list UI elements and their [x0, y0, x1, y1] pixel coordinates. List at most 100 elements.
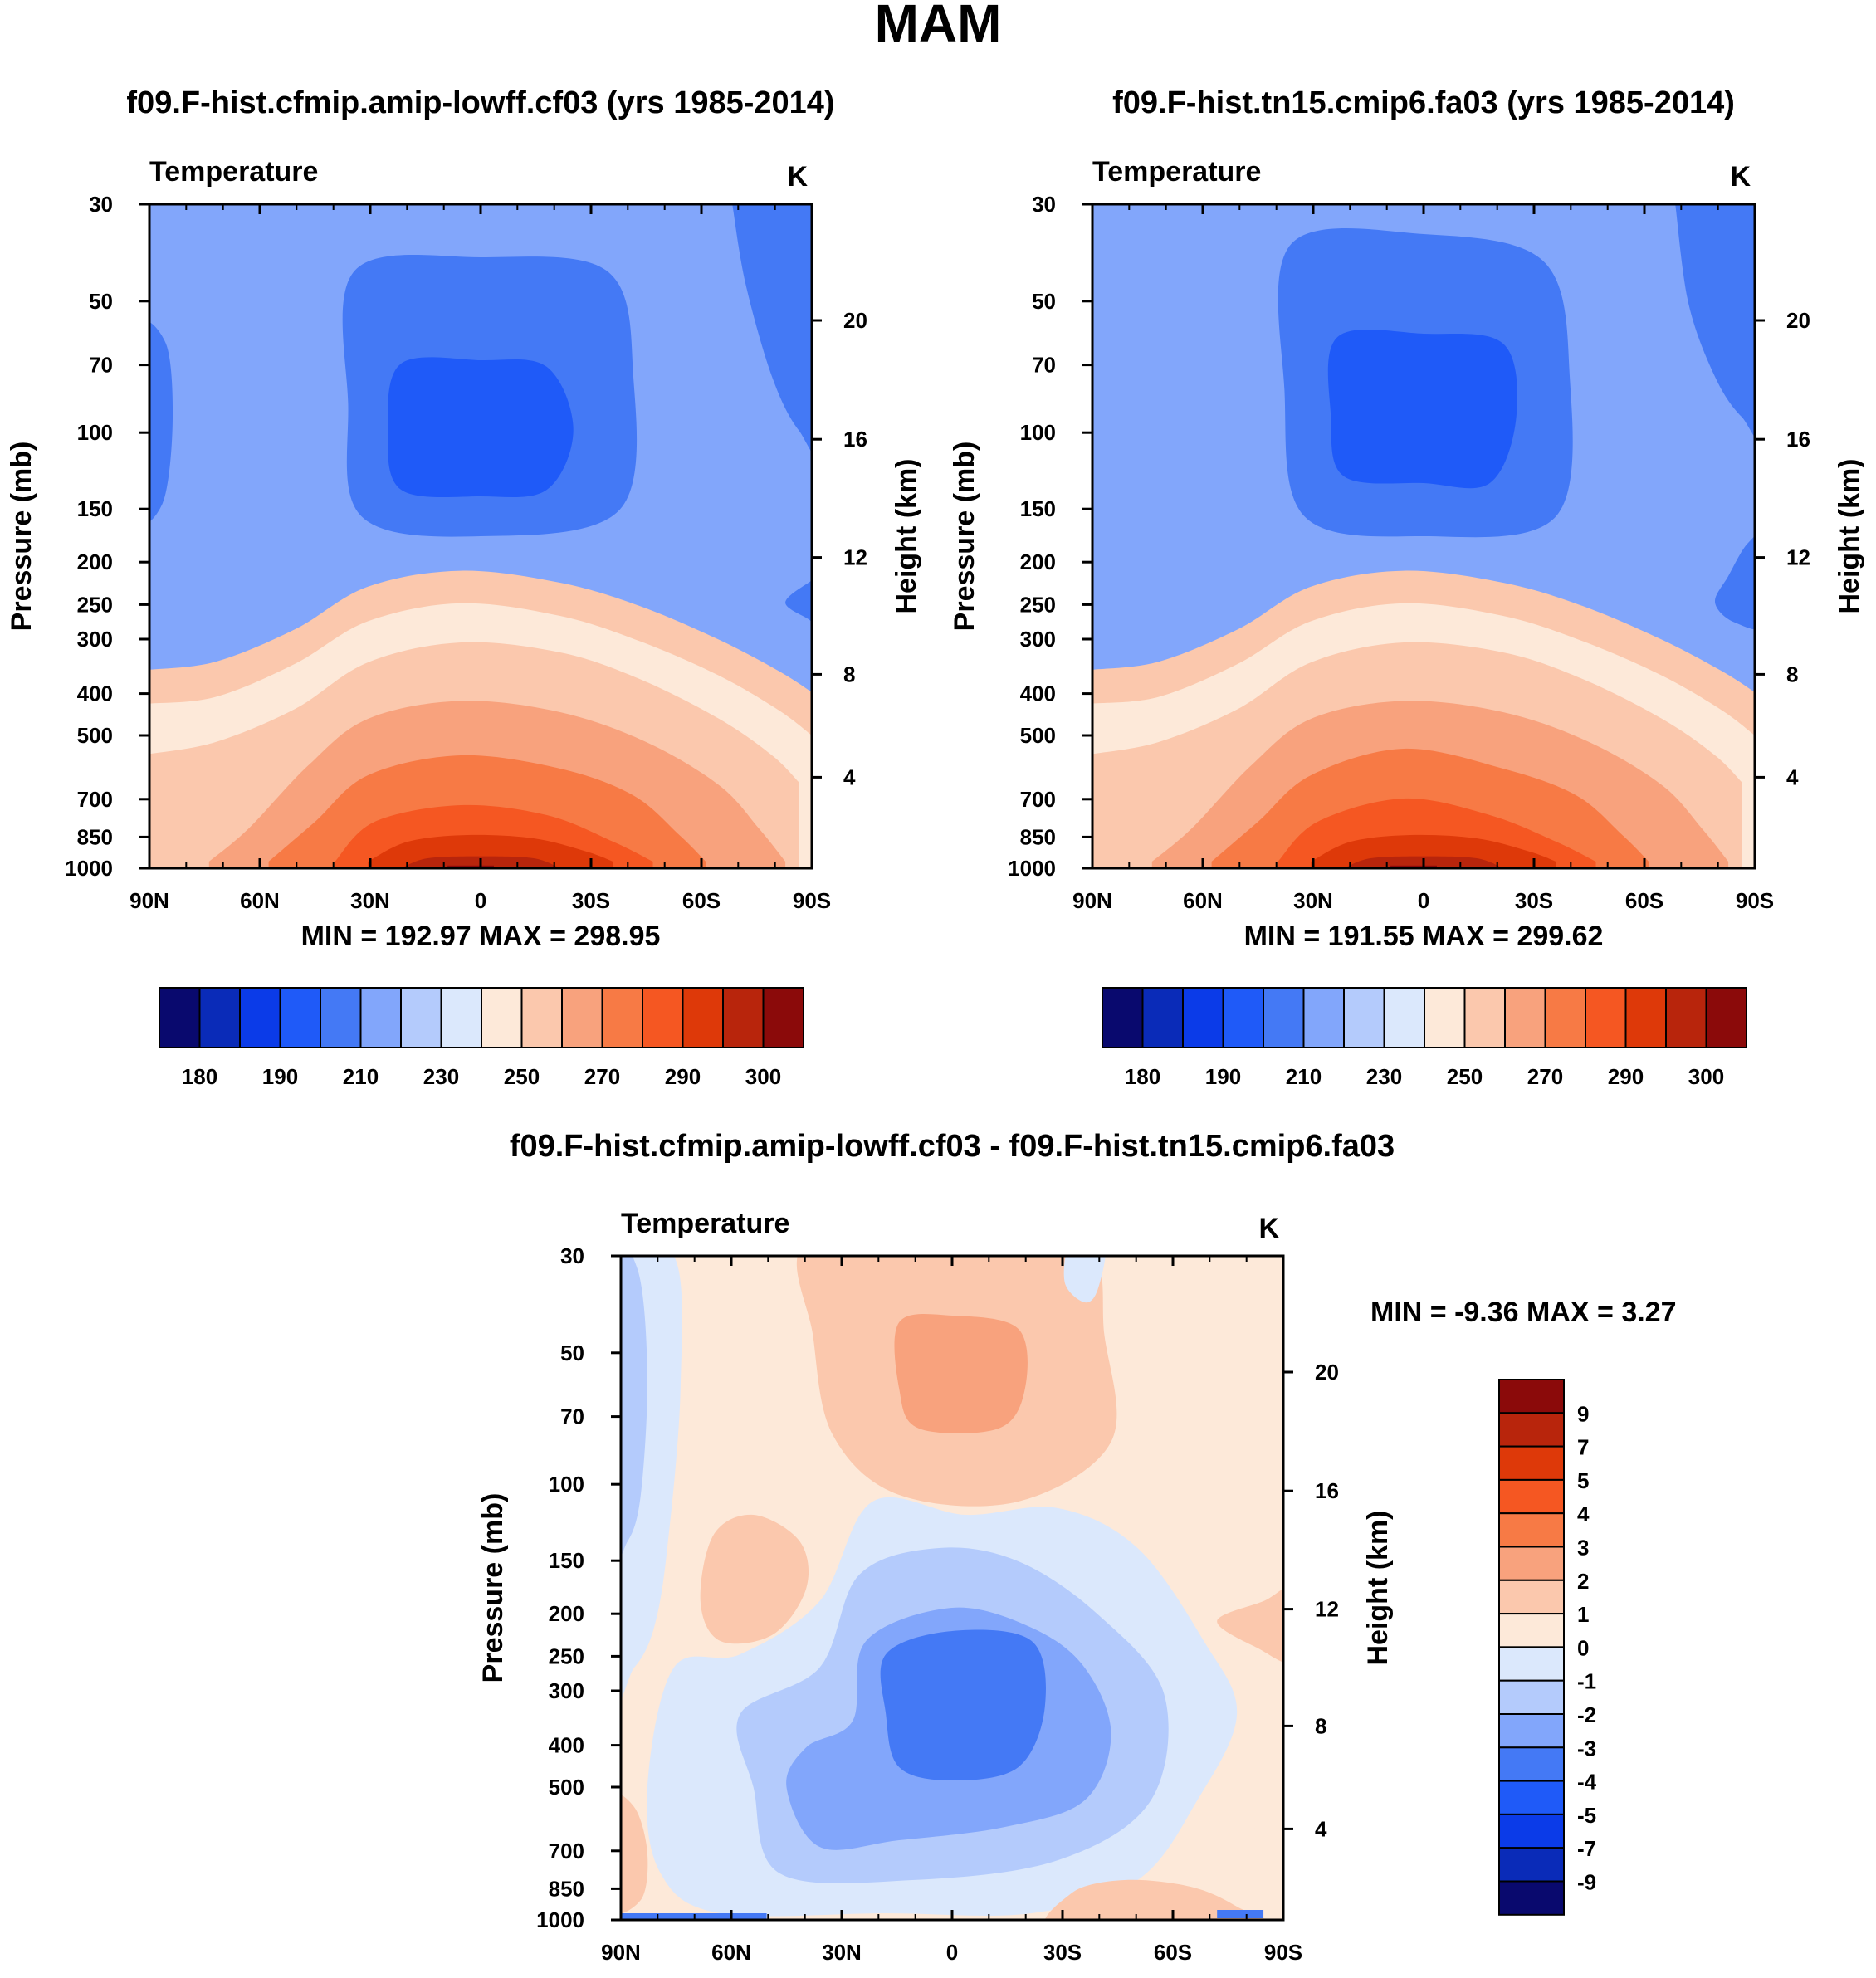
colorbar-box [1705, 987, 1747, 1048]
colorbar-box [1498, 1379, 1565, 1414]
y-tick-label: 50 [89, 289, 113, 314]
x-tick-label: 90N [1072, 888, 1112, 913]
y-tick-label: 850 [1020, 824, 1056, 849]
y-axis-label: Pressure (mb) [949, 442, 980, 632]
y-tick-label: 30 [89, 192, 113, 217]
variable-label: Temperature [1092, 156, 1261, 188]
contour-band [1390, 865, 1437, 868]
colorbar-label: 300 [745, 1064, 781, 1089]
contour-band [1107, 1819, 1283, 1920]
x-tick-label: 90N [601, 1940, 641, 1965]
x-tick-label: 0 [475, 888, 486, 913]
contour-band [447, 865, 494, 868]
y-right-tick-label: 16 [1315, 1478, 1339, 1503]
colorbar-box [1343, 987, 1385, 1048]
contour-band [700, 1514, 809, 1644]
min-max-label: MIN = 192.97 MAX = 298.95 [301, 921, 661, 952]
x-tick-label: 60S [1154, 1940, 1192, 1965]
colorbar-label: 300 [1688, 1064, 1724, 1089]
panel-title: f09.F-hist.tn15.cmip6.fa03 (yrs 1985-201… [1112, 85, 1735, 120]
colorbar-label: 250 [504, 1064, 540, 1089]
y-tick-label: 400 [1020, 681, 1056, 706]
colorbar-label: -3 [1577, 1736, 1596, 1761]
colorbar-box [520, 987, 563, 1048]
colorbar-box [198, 987, 241, 1048]
colorbar-box [279, 987, 321, 1048]
variable-label: Temperature [149, 156, 318, 188]
contour-band [1217, 1588, 1283, 1663]
y-tick-label: 1000 [65, 856, 113, 881]
colorbar-label: 270 [584, 1064, 620, 1089]
contour-band [1715, 535, 1755, 630]
x-tick-label: 90S [1264, 1940, 1302, 1965]
contour-field [621, 1256, 1283, 1920]
colorbar-box [1498, 1478, 1565, 1515]
colorbar-box [1544, 987, 1586, 1048]
colorbar-box [1498, 1713, 1565, 1749]
y-tick-label: 700 [77, 787, 113, 812]
colorbar-label: 290 [1608, 1064, 1644, 1089]
y-right-tick-label: 20 [843, 308, 867, 333]
x-tick-label: 60S [1625, 888, 1663, 913]
panel-title: f09.F-hist.cfmip.amip-lowff.cf03 (yrs 19… [126, 85, 834, 120]
colorbar-label: 3 [1577, 1536, 1589, 1560]
colorbar-label: 180 [182, 1064, 217, 1089]
y-right-tick-label: 8 [843, 662, 855, 686]
colorbar-box [1504, 987, 1546, 1048]
x-tick-label: 60N [1183, 888, 1223, 913]
contour-band [785, 579, 812, 623]
colorbar-label: 180 [1125, 1064, 1160, 1089]
y-axis-label: Pressure (mb) [477, 1493, 509, 1683]
colorbar-box [1498, 1880, 1565, 1916]
y-tick-label: 300 [1020, 627, 1056, 652]
x-tick-label: 30N [350, 888, 390, 913]
colorbar-box [561, 987, 603, 1048]
colorbar-box [1624, 987, 1667, 1048]
colorbar-box [601, 987, 643, 1048]
y-tick-label: 30 [560, 1243, 584, 1268]
x-tick-label: 30N [822, 1940, 862, 1965]
colorbar-box [320, 987, 362, 1048]
colorbar-box [1585, 987, 1627, 1048]
colorbar-box [1182, 987, 1224, 1048]
y-tick-label: 250 [77, 592, 113, 617]
colorbar-box [440, 987, 482, 1048]
colorbar-label: -1 [1577, 1669, 1596, 1694]
colorbar-box [1424, 987, 1466, 1048]
y-tick-label: 400 [549, 1733, 584, 1758]
y-tick-label: 100 [77, 420, 113, 445]
contour-field [1092, 204, 1755, 868]
x-tick-label: 60N [711, 1940, 751, 1965]
contour-band [1217, 1910, 1264, 1918]
contour-band [894, 1313, 1028, 1433]
colorbar-box [1498, 1613, 1565, 1648]
y-right-tick-label: 4 [1786, 764, 1799, 789]
x-tick-label: 30S [1515, 888, 1553, 913]
min-max-label: MIN = -9.36 MAX = 3.27 [1370, 1297, 1677, 1328]
colorbar-label: 9 [1577, 1401, 1589, 1426]
colorbar-box [1498, 1679, 1565, 1715]
y-tick-label: 200 [549, 1601, 584, 1626]
colorbar-box [1498, 1512, 1565, 1548]
colorbar-box [1498, 1412, 1565, 1448]
colorbar-box [1263, 987, 1305, 1048]
colorbar-box [722, 987, 765, 1048]
y-tick-label: 300 [549, 1678, 584, 1703]
x-tick-label: 0 [946, 1940, 958, 1965]
y-axis-label: Pressure (mb) [6, 442, 37, 632]
y-tick-label: 70 [1032, 353, 1056, 378]
y-tick-label: 200 [1020, 549, 1056, 574]
y-right-tick-label: 4 [843, 764, 856, 789]
y-right-axis-label: Height (km) [1834, 459, 1865, 614]
colorbar-box [682, 987, 724, 1048]
panel-control-run: 90N 60N 30N 0 30S 60S 90S 30 50 70 100 150 200 250 300… [6, 85, 922, 1089]
y-tick-label: 500 [77, 723, 113, 748]
contour-band [388, 357, 574, 498]
colorbar-label: 1 [1577, 1602, 1589, 1627]
colorbar-label: 230 [1366, 1064, 1402, 1089]
y-right-tick-label: 20 [1786, 308, 1810, 333]
y-tick-label: 50 [1032, 289, 1056, 314]
contour-band [149, 322, 173, 522]
contour-band [880, 1629, 1046, 1780]
